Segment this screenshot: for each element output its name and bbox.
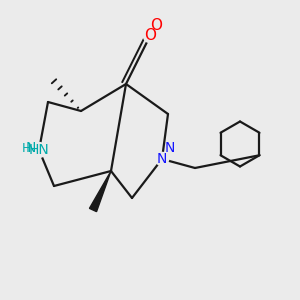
Circle shape <box>155 152 169 166</box>
Text: HN: HN <box>28 143 50 157</box>
Text: O: O <box>150 18 162 33</box>
Circle shape <box>32 142 46 158</box>
Text: N: N <box>157 152 167 166</box>
Text: N: N <box>165 141 175 155</box>
Text: N: N <box>26 142 36 155</box>
Text: H: H <box>22 142 32 155</box>
Polygon shape <box>89 171 111 211</box>
Circle shape <box>143 29 157 43</box>
Text: O: O <box>144 28 156 44</box>
